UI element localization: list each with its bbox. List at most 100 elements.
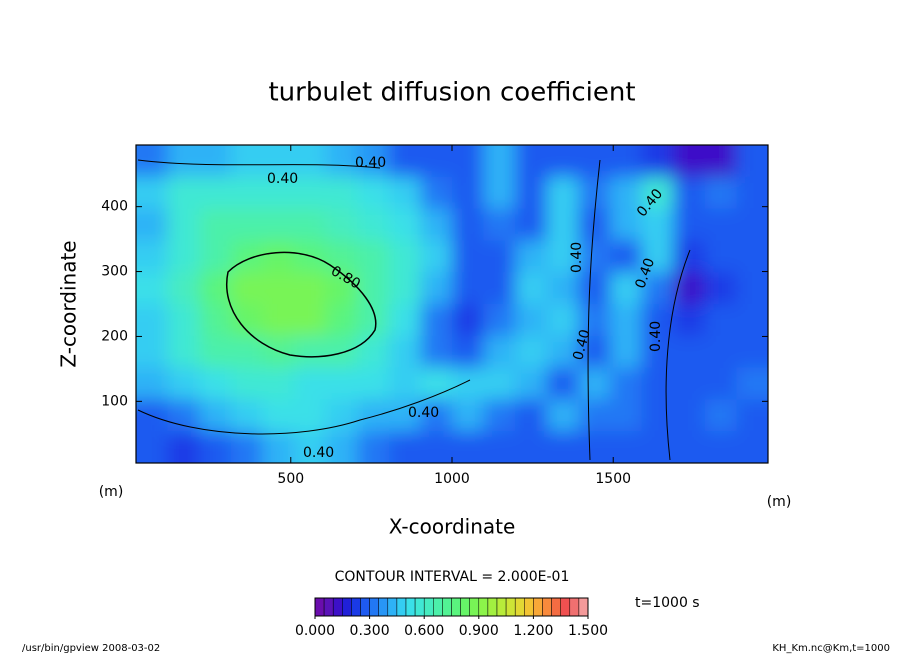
cell xyxy=(199,208,232,242)
cell xyxy=(388,145,422,178)
colorbar-swatch xyxy=(505,597,516,617)
cell xyxy=(578,367,611,401)
cell xyxy=(388,399,422,433)
cell xyxy=(673,304,706,337)
cell xyxy=(357,335,390,369)
colorbar-swatch xyxy=(387,597,398,617)
colorbar-swatch xyxy=(542,597,552,617)
cell xyxy=(641,399,675,433)
colorbar-swatch xyxy=(396,597,407,617)
cell xyxy=(578,176,611,210)
x-unit: (m) xyxy=(767,494,792,510)
cell xyxy=(452,335,485,369)
cell xyxy=(483,335,517,369)
cell xyxy=(357,399,390,433)
contour-label: 0.40 xyxy=(267,171,298,187)
cell xyxy=(325,304,359,337)
cell xyxy=(388,240,422,274)
cell xyxy=(736,335,768,369)
cell xyxy=(262,431,295,463)
x-tick-label: 1500 xyxy=(595,471,631,487)
cell xyxy=(136,304,169,337)
cell xyxy=(610,399,643,433)
cell xyxy=(736,145,768,178)
cell xyxy=(483,145,517,178)
footer-left: /usr/bin/gpview 2008-03-02 xyxy=(22,643,160,654)
cell xyxy=(167,431,201,463)
cell xyxy=(294,399,327,433)
colorbar: 0.000 0.300 0.600 0.900 1.200 1.500 xyxy=(295,597,608,639)
cell xyxy=(515,208,548,242)
colorbar-swatch xyxy=(369,597,379,617)
cell xyxy=(673,272,706,305)
cell xyxy=(515,272,548,305)
cell xyxy=(420,431,453,463)
cell xyxy=(167,304,201,337)
cell xyxy=(294,335,327,369)
cell xyxy=(704,367,738,401)
cell xyxy=(452,304,485,337)
cell xyxy=(294,367,327,401)
footer-right: KH_Km.nc@Km,t=1000 xyxy=(772,643,890,654)
cell xyxy=(452,240,485,274)
time-label: t=1000 s xyxy=(635,595,700,611)
cell xyxy=(452,272,485,305)
cell xyxy=(420,304,453,337)
cell xyxy=(357,176,390,210)
cell xyxy=(452,145,485,178)
cell xyxy=(262,304,295,337)
cell xyxy=(515,145,548,178)
cell xyxy=(325,240,359,274)
cell xyxy=(610,431,643,463)
y-axis-title: Z-coordinate xyxy=(57,240,81,367)
colorbar-swatch xyxy=(342,597,352,617)
cell xyxy=(641,145,675,178)
cell xyxy=(641,240,675,274)
cell xyxy=(136,335,169,369)
cell xyxy=(199,304,232,337)
cell xyxy=(641,176,675,210)
cell xyxy=(230,240,264,274)
cell xyxy=(136,367,169,401)
cell xyxy=(420,399,453,433)
cell xyxy=(546,431,580,463)
cell xyxy=(610,208,643,242)
cell xyxy=(578,240,611,274)
cell xyxy=(641,272,675,305)
colorbar-tick-label: 0.900 xyxy=(459,623,499,639)
colorbar-swatch xyxy=(560,597,571,617)
contour-label: 0.40 xyxy=(569,242,585,273)
y-tick-label: 400 xyxy=(101,199,128,215)
cell xyxy=(136,272,169,305)
plot-area xyxy=(136,145,768,463)
colorbar-swatch xyxy=(460,597,470,617)
cell xyxy=(704,335,738,369)
cell xyxy=(483,272,517,305)
cell xyxy=(420,240,453,274)
contour-label: 0.40 xyxy=(648,321,664,352)
cell xyxy=(736,208,768,242)
cell xyxy=(673,399,706,433)
cell xyxy=(230,145,264,178)
cell xyxy=(641,304,675,337)
contour-label: 0.40 xyxy=(408,405,439,421)
colorbar-swatch xyxy=(351,597,361,617)
cell xyxy=(610,145,643,178)
colorbar-tick-label: 0.000 xyxy=(295,623,335,639)
cell xyxy=(452,176,485,210)
cell xyxy=(704,145,738,178)
colorbar-swatch xyxy=(405,597,416,617)
cell xyxy=(167,335,201,369)
colorbar-swatch xyxy=(414,597,425,617)
cell xyxy=(610,240,643,274)
cell xyxy=(167,367,201,401)
colorbar-swatch xyxy=(569,597,580,617)
cell xyxy=(262,176,295,210)
cell xyxy=(230,399,264,433)
cell xyxy=(167,272,201,305)
cell xyxy=(199,176,232,210)
x-tick-label: 500 xyxy=(277,471,304,487)
cell xyxy=(420,272,453,305)
cell xyxy=(673,176,706,210)
